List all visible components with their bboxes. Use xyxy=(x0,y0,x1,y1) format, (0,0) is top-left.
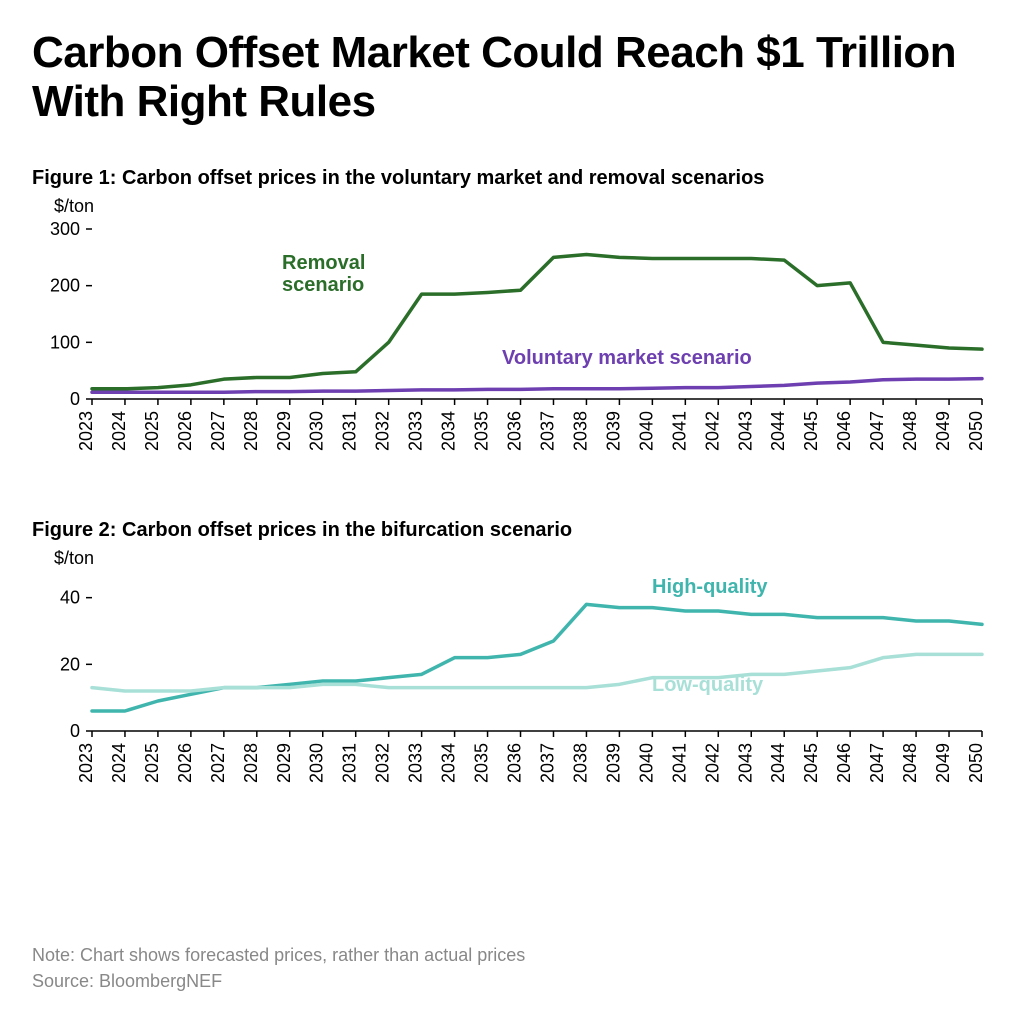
svg-text:2032: 2032 xyxy=(373,411,393,451)
svg-text:200: 200 xyxy=(50,275,80,295)
svg-text:2046: 2046 xyxy=(834,411,854,451)
svg-text:Voluntary market scenario: Voluntary market scenario xyxy=(502,347,752,369)
svg-text:scenario: scenario xyxy=(282,274,364,296)
figure2-title: Figure 2: Carbon offset prices in the bi… xyxy=(32,519,992,542)
svg-text:2032: 2032 xyxy=(373,743,393,783)
svg-text:2037: 2037 xyxy=(537,743,557,783)
svg-text:2045: 2045 xyxy=(801,743,821,783)
svg-text:2049: 2049 xyxy=(933,411,953,451)
svg-text:2029: 2029 xyxy=(274,411,294,451)
svg-text:2036: 2036 xyxy=(505,411,525,451)
svg-text:2039: 2039 xyxy=(603,743,623,783)
figure1-title: Figure 1: Carbon offset prices in the vo… xyxy=(32,167,992,190)
svg-text:2033: 2033 xyxy=(406,743,426,783)
svg-text:2030: 2030 xyxy=(307,411,327,451)
footer-source: Source: BloombergNEF xyxy=(32,968,525,994)
svg-text:2042: 2042 xyxy=(702,743,722,783)
svg-text:2023: 2023 xyxy=(76,743,96,783)
svg-text:2037: 2037 xyxy=(537,411,557,451)
figure1-svg: 0 100 200 300 2023 2024 2025 2026 2027 2028 2029 20… xyxy=(32,219,992,469)
figure2-y-axis-label: $/ton xyxy=(54,548,992,569)
svg-text:2028: 2028 xyxy=(241,411,261,451)
svg-text:2025: 2025 xyxy=(142,411,162,451)
svg-text:100: 100 xyxy=(50,332,80,352)
svg-text:2030: 2030 xyxy=(307,743,327,783)
svg-text:2049: 2049 xyxy=(933,743,953,783)
svg-text:2038: 2038 xyxy=(570,411,590,451)
svg-text:2034: 2034 xyxy=(439,411,459,451)
footer: Note: Chart shows forecasted prices, rat… xyxy=(32,942,525,994)
svg-text:2041: 2041 xyxy=(669,743,689,783)
svg-text:20: 20 xyxy=(60,654,80,674)
svg-text:2050: 2050 xyxy=(966,743,986,783)
svg-text:2046: 2046 xyxy=(834,743,854,783)
svg-text:2028: 2028 xyxy=(241,743,261,783)
svg-text:2044: 2044 xyxy=(768,743,788,783)
figure1-y-axis-label: $/ton xyxy=(54,196,992,217)
svg-text:2024: 2024 xyxy=(109,743,129,783)
svg-text:2044: 2044 xyxy=(768,411,788,451)
svg-text:0: 0 xyxy=(70,389,80,409)
svg-text:High-quality: High-quality xyxy=(652,576,768,598)
svg-text:2026: 2026 xyxy=(175,743,195,783)
page-title: Carbon Offset Market Could Reach $1 Tril… xyxy=(32,28,992,127)
svg-text:2024: 2024 xyxy=(109,411,129,451)
figure2-svg: 0204020232024202520262027202820292030203… xyxy=(32,571,992,801)
svg-text:2042: 2042 xyxy=(702,411,722,451)
svg-text:2026: 2026 xyxy=(175,411,195,451)
svg-text:2029: 2029 xyxy=(274,743,294,783)
svg-text:2043: 2043 xyxy=(735,743,755,783)
svg-text:2031: 2031 xyxy=(340,411,360,451)
figure2-chart: 0204020232024202520262027202820292030203… xyxy=(32,571,992,801)
svg-text:2035: 2035 xyxy=(472,411,492,451)
svg-text:2033: 2033 xyxy=(406,411,426,451)
svg-text:2025: 2025 xyxy=(142,743,162,783)
svg-text:2050: 2050 xyxy=(966,411,986,451)
svg-text:Removal: Removal xyxy=(282,252,365,274)
figure1-chart: 0 100 200 300 2023 2024 2025 2026 2027 2028 2029 20… xyxy=(32,219,992,469)
svg-text:2041: 2041 xyxy=(669,411,689,451)
svg-text:2031: 2031 xyxy=(340,743,360,783)
svg-text:2047: 2047 xyxy=(867,743,887,783)
svg-text:2048: 2048 xyxy=(900,743,920,783)
svg-text:2039: 2039 xyxy=(603,411,623,451)
svg-text:2038: 2038 xyxy=(570,743,590,783)
footer-note: Note: Chart shows forecasted prices, rat… xyxy=(32,942,525,968)
svg-text:2040: 2040 xyxy=(636,743,656,783)
svg-text:2048: 2048 xyxy=(900,411,920,451)
svg-text:2034: 2034 xyxy=(439,743,459,783)
svg-text:2045: 2045 xyxy=(801,411,821,451)
svg-text:2035: 2035 xyxy=(472,743,492,783)
svg-text:2043: 2043 xyxy=(735,411,755,451)
svg-text:2023: 2023 xyxy=(76,411,96,451)
svg-text:300: 300 xyxy=(50,219,80,239)
svg-text:2027: 2027 xyxy=(208,743,228,783)
svg-text:2036: 2036 xyxy=(505,743,525,783)
svg-text:2027: 2027 xyxy=(208,411,228,451)
svg-text:0: 0 xyxy=(70,721,80,741)
svg-text:2047: 2047 xyxy=(867,411,887,451)
svg-text:Low-quality: Low-quality xyxy=(652,674,764,696)
svg-text:40: 40 xyxy=(60,587,80,607)
svg-text:2040: 2040 xyxy=(636,411,656,451)
